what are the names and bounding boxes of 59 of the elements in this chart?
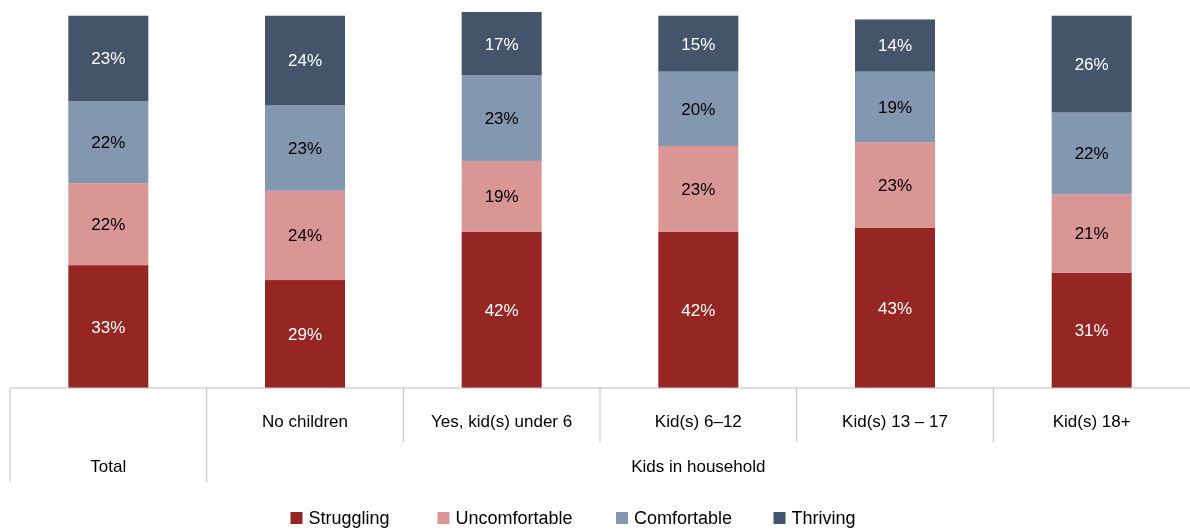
x-tick-label: Kid(s) 18+: [1052, 411, 1131, 431]
data-label: 23%: [287, 138, 323, 158]
data-label: 42%: [484, 300, 519, 320]
bar: [658, 15, 739, 72]
bar: [68, 183, 149, 266]
bar: [68, 101, 149, 184]
bar: [1051, 112, 1132, 195]
bar: [658, 71, 739, 147]
data-label: 23%: [484, 109, 519, 129]
text: Total: [90, 456, 127, 476]
data-label: 42%: [681, 300, 716, 320]
x-tick-label: Kid(s) 6–12: [654, 411, 742, 431]
data-label: 19%: [484, 187, 519, 207]
data-label: 23%: [91, 49, 126, 69]
text: Kids in household: [631, 456, 766, 476]
data-label: 29%: [287, 324, 323, 344]
x-tick-label: Yes, kid(s) under 6: [431, 411, 573, 431]
bar: [1051, 194, 1132, 273]
data-label: 23%: [681, 179, 716, 199]
bar: [855, 71, 935, 143]
data-label: 31%: [1074, 321, 1109, 341]
bar: [265, 190, 345, 281]
bar: [265, 280, 345, 388]
legend-label: Struggling: [308, 508, 390, 529]
bar: [658, 146, 739, 232]
data-label: 24%: [287, 226, 323, 246]
data-label: 14%: [877, 36, 913, 56]
bar: [461, 75, 542, 161]
data-label: 21%: [1074, 224, 1109, 244]
data-label: 22%: [1074, 144, 1109, 164]
data-label: 33%: [91, 317, 126, 337]
data-label: 23%: [877, 176, 913, 196]
bar: [265, 105, 345, 191]
bar: [68, 15, 149, 102]
data-label: 17%: [484, 34, 519, 54]
x-tick-label: Kid(s) 13 – 17: [842, 411, 948, 431]
data-label: 22%: [91, 215, 126, 235]
bar: [658, 231, 739, 388]
data-label: 15%: [681, 34, 716, 54]
data-label: 19%: [877, 97, 913, 117]
legend-label: Comfortable: [634, 508, 733, 529]
data-label: 22%: [91, 133, 126, 153]
legend-label: Thriving: [791, 508, 856, 529]
data-label: 20%: [681, 99, 716, 119]
bar: [265, 15, 345, 106]
data-label: 43%: [877, 298, 913, 318]
bar: [855, 227, 935, 388]
bar: [461, 12, 542, 76]
bar: [1051, 15, 1132, 113]
data-label: 26%: [1074, 55, 1109, 75]
bar: [68, 265, 149, 388]
bar: [1051, 272, 1132, 388]
bar: [461, 160, 542, 232]
bar: [855, 142, 935, 228]
bar: [855, 19, 935, 72]
legend-label: Uncomfortable: [455, 508, 573, 529]
data-label: 24%: [287, 51, 323, 71]
x-tick-label: No children: [262, 411, 348, 431]
bar: [461, 231, 542, 388]
